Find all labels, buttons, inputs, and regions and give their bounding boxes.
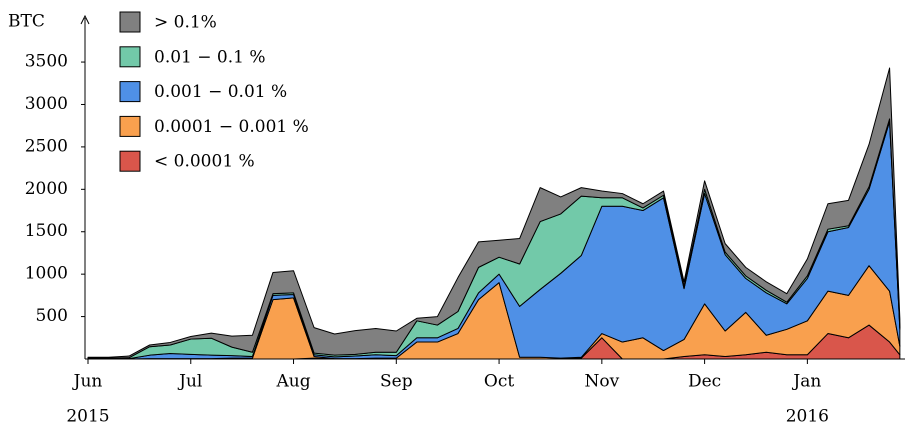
x-tick-label: Jul xyxy=(177,372,202,392)
y-tick-label: 500 xyxy=(36,306,68,326)
y-tick-label: 3000 xyxy=(25,94,68,114)
x-tick-label: Nov xyxy=(584,372,619,392)
y-tick-label: 2000 xyxy=(25,179,68,199)
legend-label: 0.001 − 0.01 % xyxy=(154,82,287,102)
legend-swatch xyxy=(119,115,141,137)
x-tick-label: Sep xyxy=(380,372,413,392)
x-tick-label: Jun xyxy=(72,372,103,392)
area xyxy=(87,67,901,359)
x-tick-label: Oct xyxy=(484,372,514,392)
y-tick-label: 1000 xyxy=(25,264,68,284)
y-tick-label: 1500 xyxy=(25,221,68,241)
legend-swatch xyxy=(119,81,141,103)
areas xyxy=(87,67,901,360)
legend-label: < 0.0001 % xyxy=(154,152,255,172)
y-axis-label: BTC xyxy=(8,12,45,32)
legend-label: 0.01 − 0.1 % xyxy=(154,47,266,67)
legend-swatch xyxy=(119,46,141,68)
x-tick-label: Jan xyxy=(791,372,821,392)
y-axis-arrow xyxy=(80,14,90,25)
legend-label: > 0.1% xyxy=(154,13,217,33)
x-tick-label: Aug xyxy=(275,372,310,392)
year-label: 2016 xyxy=(786,407,829,427)
legend-label: 0.0001 − 0.001 % xyxy=(154,117,309,137)
legend-swatch xyxy=(119,150,141,172)
year-label: 2015 xyxy=(66,407,109,427)
y-tick-label: 2500 xyxy=(25,136,68,156)
y-tick-label: 3500 xyxy=(25,52,68,72)
legend-swatch xyxy=(119,11,141,33)
x-tick-label: Dec xyxy=(688,372,721,392)
